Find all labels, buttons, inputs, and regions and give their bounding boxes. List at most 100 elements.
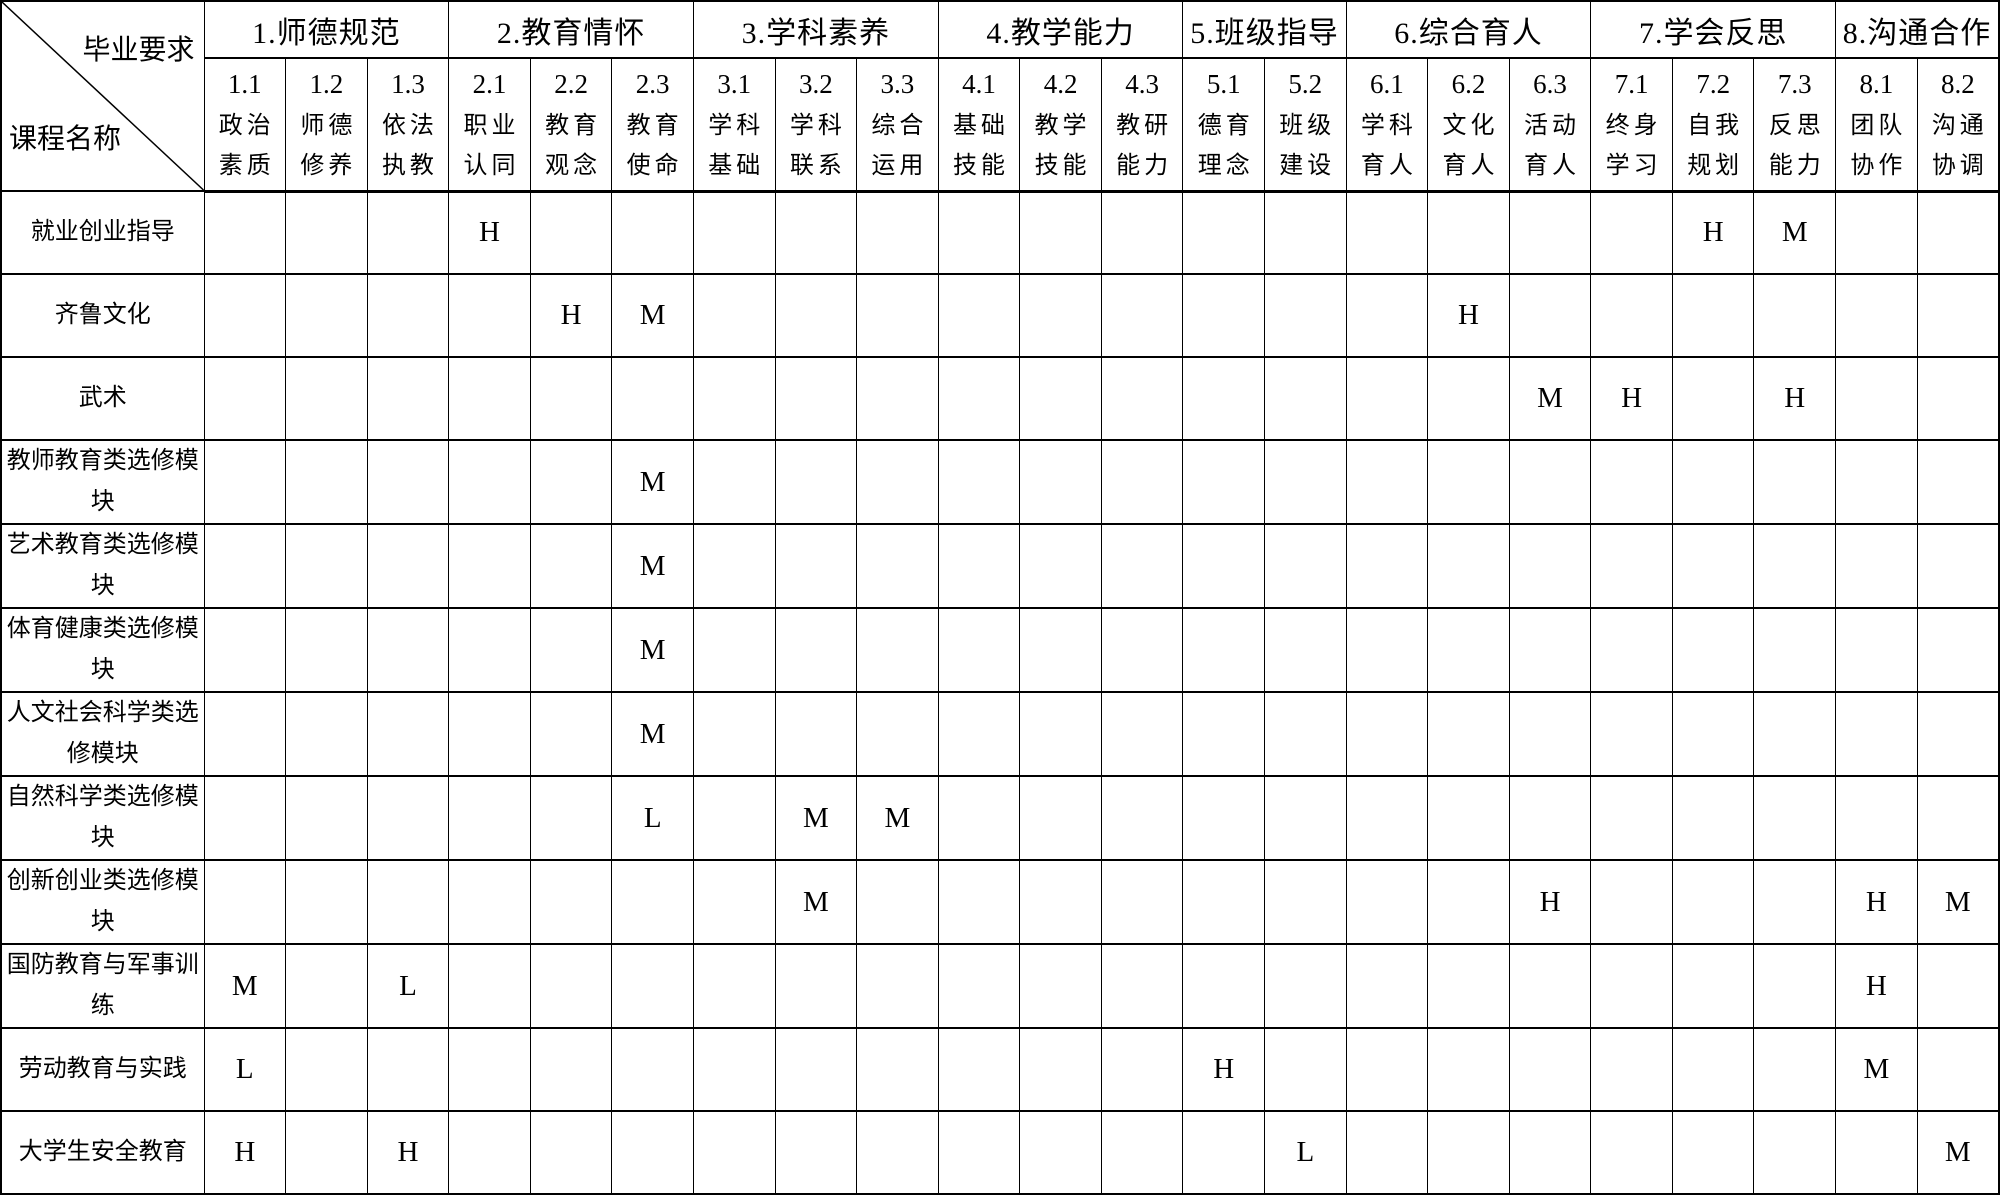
- sub-header-name-line2: 规划: [1687, 153, 1744, 180]
- matrix-cell: [1590, 607, 1673, 693]
- matrix-cell: [1182, 691, 1266, 777]
- group-header-7: 7.学会反思: [1590, 0, 1837, 59]
- sub-header-name-line1: 学科: [789, 113, 846, 140]
- table-row: 人文社会科学类选修模块 M: [0, 691, 2000, 777]
- matrix-cell: [856, 607, 939, 693]
- matrix-cell: [856, 523, 939, 609]
- matrix-cell: [1835, 1110, 1918, 1195]
- sub-header-number: 3.2: [798, 69, 833, 100]
- matrix-cell: [1753, 523, 1837, 609]
- matrix-cell: [529, 691, 613, 777]
- mark-cell-1-3: L: [366, 943, 450, 1029]
- sub-header-name-line1: 教研: [1116, 113, 1173, 140]
- matrix-cell: [203, 859, 287, 945]
- matrix-cell: [1916, 607, 2000, 693]
- mark-cell-1-1: M: [203, 943, 287, 1029]
- mark-cell-8-2: M: [1916, 859, 2000, 945]
- matrix-cell: [1508, 607, 1592, 693]
- mark-cell-6-2: H: [1427, 273, 1510, 358]
- matrix-cell: [448, 775, 531, 861]
- matrix-cell: [1508, 943, 1592, 1029]
- matrix-cell: [856, 1110, 939, 1195]
- sub-header-2-1: 2.1 职业 认同: [448, 57, 531, 193]
- sub-header-name-line2: 基础: [708, 153, 765, 180]
- sub-header-1-2: 1.2 师德 修养: [285, 57, 368, 193]
- matrix-cell: [203, 775, 287, 861]
- matrix-cell: [1835, 607, 1918, 693]
- matrix-cell: [1100, 439, 1184, 525]
- matrix-cell: [1590, 943, 1673, 1029]
- table-row: 就业创业指导 H H M: [0, 190, 2000, 275]
- matrix-cell: [529, 439, 613, 525]
- mark-cell-1-3: H: [366, 1110, 450, 1195]
- sub-header-name-line1: 职业: [463, 113, 520, 140]
- matrix-cell: [1345, 1027, 1429, 1112]
- matrix-cell: [1264, 859, 1347, 945]
- sub-header-5-2: 5.2 班级 建设: [1264, 57, 1347, 193]
- matrix-cell: [1427, 1110, 1510, 1195]
- sub-header-number: 6.2: [1451, 69, 1486, 100]
- matrix-cell: [1671, 607, 1755, 693]
- matrix-cell: [448, 1027, 531, 1112]
- sub-header-number: 2.3: [635, 69, 670, 100]
- matrix-cell: [692, 691, 776, 777]
- matrix-cell: [611, 1110, 694, 1195]
- matrix-cell: [1753, 691, 1837, 777]
- mark-cell-2-3: M: [611, 439, 694, 525]
- group-header-3: 3.学科素养: [692, 0, 939, 59]
- matrix-cell: [1590, 190, 1673, 275]
- mark-cell-8-2: M: [1916, 1110, 2000, 1195]
- matrix-cell: [448, 607, 531, 693]
- sub-header-name-line1: 综合: [871, 113, 928, 140]
- sub-header-name-line2: 执教: [381, 153, 438, 180]
- matrix-cell: [1427, 1027, 1510, 1112]
- matrix-cell: [529, 775, 613, 861]
- matrix-cell: [529, 607, 613, 693]
- matrix-cell: [285, 607, 368, 693]
- matrix-cell: [774, 523, 858, 609]
- matrix-cell: [937, 356, 1021, 441]
- matrix-cell: [774, 356, 858, 441]
- mark-cell-7-1: H: [1590, 356, 1673, 441]
- matrix-cell: [692, 273, 776, 358]
- matrix-cell: [1019, 523, 1102, 609]
- sub-header-number: 7.2: [1696, 69, 1731, 100]
- matrix-cell: [1671, 523, 1755, 609]
- matrix-cell: [448, 691, 531, 777]
- matrix-cell: [1100, 859, 1184, 945]
- corner-label-course-name: 课程名称: [9, 124, 122, 155]
- matrix-cell: [1345, 943, 1429, 1029]
- sub-header-1-3: 1.3 依法 执教: [366, 57, 450, 193]
- matrix-cell: [448, 356, 531, 441]
- matrix-cell: [1182, 356, 1266, 441]
- matrix-cell: [1671, 859, 1755, 945]
- matrix-cell: [1508, 1027, 1592, 1112]
- course-name-cell: 自然科学类选修模块: [0, 775, 205, 861]
- table-row: 国防教育与军事训练 M L H: [0, 943, 2000, 1029]
- group-header-6: 6.综合育人: [1345, 0, 1592, 59]
- course-name-cell: 就业创业指导: [0, 190, 205, 275]
- sub-header-number: 4.1: [962, 69, 996, 100]
- matrix-cell: [1182, 523, 1266, 609]
- sub-header-name-line1: 教育: [626, 113, 683, 140]
- matrix-cell: [1916, 273, 2000, 358]
- mark-cell-2-3: M: [611, 691, 694, 777]
- matrix-cell: [1916, 523, 2000, 609]
- matrix-cell: [1264, 691, 1347, 777]
- mark-cell-6-3: H: [1508, 859, 1592, 945]
- matrix-cell: [1671, 439, 1755, 525]
- mark-cell-2-3: L: [611, 775, 694, 861]
- course-name-cell: 人文社会科学类选修模块: [0, 691, 205, 777]
- matrix-cell: [1427, 691, 1510, 777]
- matrix-cell: [774, 273, 858, 358]
- matrix-cell: [1100, 1027, 1184, 1112]
- course-name-cell: 齐鲁文化: [0, 273, 205, 358]
- matrix-cell: [1019, 775, 1102, 861]
- matrix-cell: [1835, 775, 1918, 861]
- matrix-cell: [1427, 775, 1510, 861]
- sub-header-2-2: 2.2 教育 观念: [529, 57, 613, 193]
- group-header-row: 毕业要求 课程名称 1.师德规范 2.教育情怀 3.学科素养 4.教学能力 5.班级指导 6.…: [0, 0, 2000, 192]
- diagonal-divider: [2, 3, 203, 189]
- matrix-cell: [774, 607, 858, 693]
- matrix-cell: [692, 190, 776, 275]
